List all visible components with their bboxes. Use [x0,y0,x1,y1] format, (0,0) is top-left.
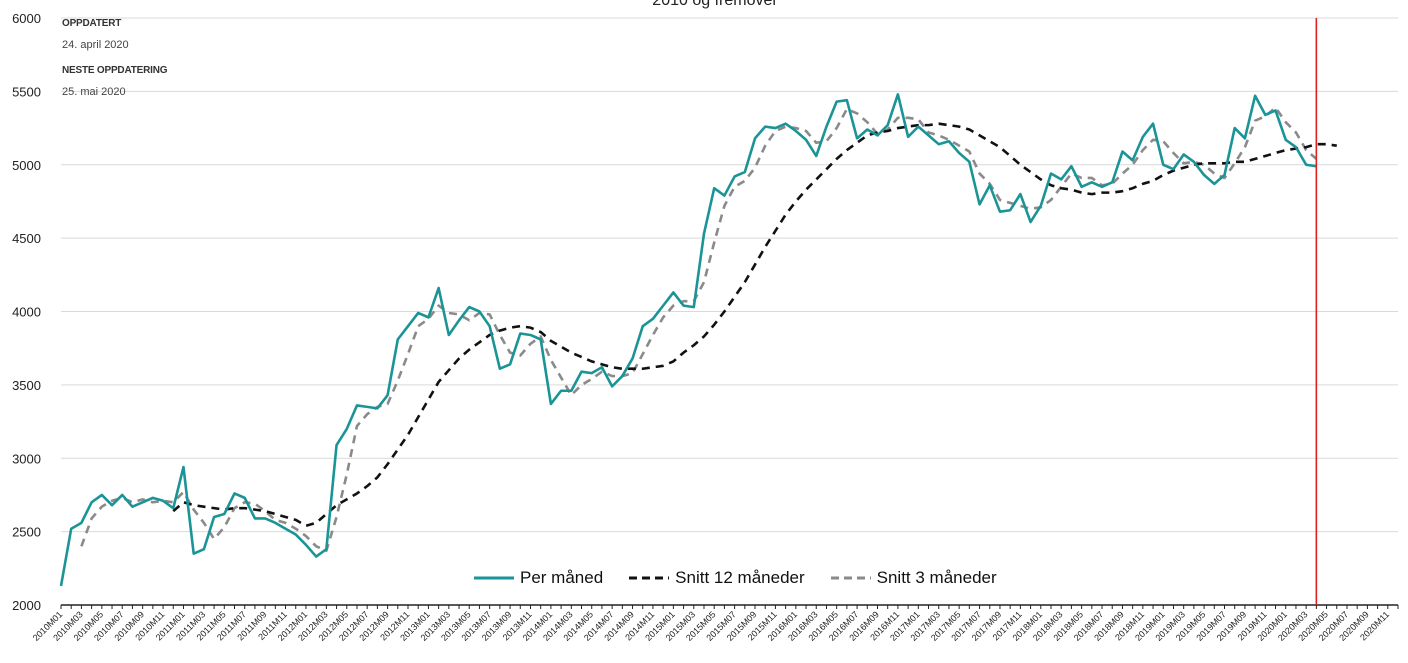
y-tick-label: 6000 [12,11,41,26]
updated-date: 24. april 2020 [62,39,129,51]
chart-title: 2010 og fremover [652,0,778,9]
y-axis: 2000 2500 3000 3500 4000 4500 5000 5500 6000 [12,11,41,613]
y-tick-label: 2500 [12,525,41,540]
legend-label: Per måned [520,568,604,587]
y-tick-label: 5000 [12,158,41,173]
y-tick-label: 5500 [12,84,41,99]
y-tick-label: 3000 [12,451,41,466]
legend-swatch-solid [474,576,514,580]
next-update-date: 25. mai 2020 [62,86,126,98]
x-axis: 2010M012010M032010M052010M072010M092010M… [31,604,1399,643]
legend-label: Snitt 12 måneder [675,568,805,587]
legend-item-per-maned: Per måned [474,568,603,588]
legend-label: Snitt 3 måneder [876,568,997,587]
series-line-2 [80,106,1318,552]
y-tick-label: 4500 [12,231,41,246]
series-line-0 [59,93,1317,587]
y-tick-label: 2000 [12,598,41,613]
next-update-label: NESTE OPPDATERING [62,65,168,76]
legend-swatch-dashed-grey [830,576,871,580]
y-tick-label: 4000 [12,305,41,320]
updated-label: OPPDATERT [62,18,122,29]
info-updated: OPPDATERT 24. april 2020 NESTE OPPDATERI… [62,18,168,98]
legend: Per måned Snitt 12 måneder Snitt 3 måned… [474,568,1023,588]
series-group [59,93,1337,587]
gridlines [61,17,1398,533]
y-tick-label: 3500 [12,378,41,393]
legend-item-snitt-12: Snitt 12 måneder [629,568,805,588]
series-line-1 [172,122,1337,528]
legend-swatch-dashed-black [629,576,670,580]
legend-item-snitt-3: Snitt 3 måneder [830,568,997,588]
